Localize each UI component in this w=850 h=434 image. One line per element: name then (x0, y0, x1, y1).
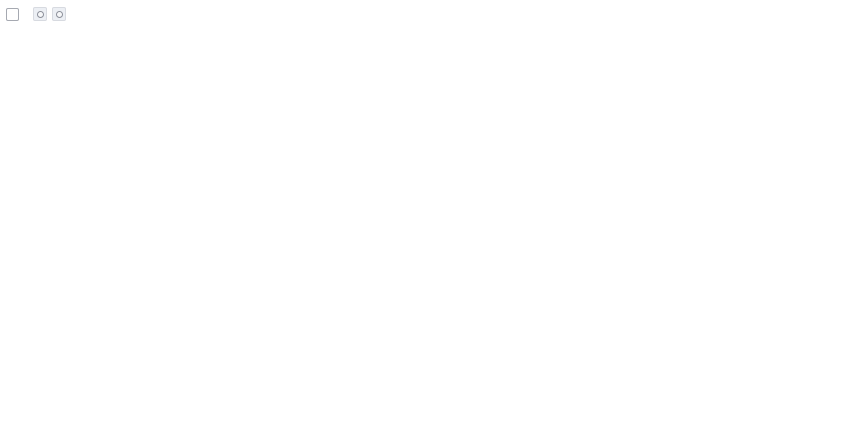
snapshot-icon-2[interactable] (52, 7, 66, 21)
collapse-panel-icon[interactable] (6, 7, 19, 21)
chart-legend (6, 6, 66, 22)
camera-lens-icon-2 (55, 10, 63, 18)
snapshot-icon[interactable] (33, 7, 47, 21)
camera-lens-icon (36, 10, 44, 18)
